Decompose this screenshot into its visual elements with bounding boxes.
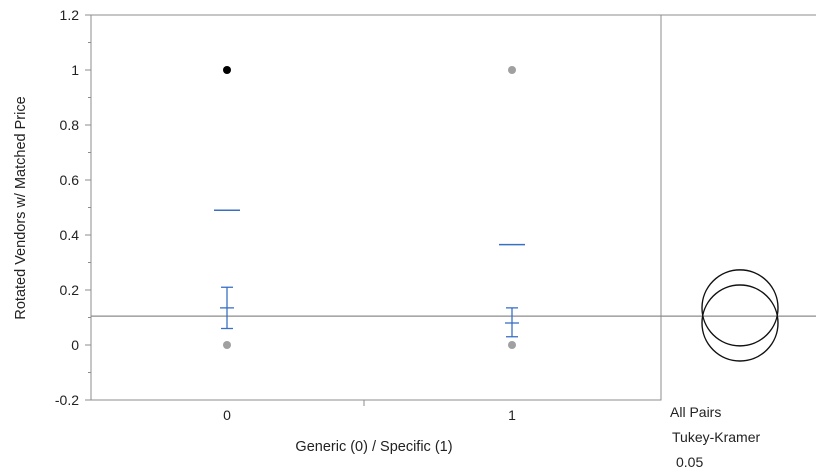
y-axis-title: Rotated Vendors w/ Matched Price xyxy=(13,96,29,319)
comparison-circle xyxy=(701,284,779,362)
y-tick-label: -0.2 xyxy=(55,392,79,408)
data-point xyxy=(223,66,231,74)
y-tick-label: 1 xyxy=(71,62,79,78)
plot-frame xyxy=(90,14,662,401)
data-point xyxy=(508,66,516,74)
y-tick-label: 0.2 xyxy=(60,282,80,298)
comparison-circle xyxy=(701,269,779,347)
data-point xyxy=(508,341,516,349)
y-tick-label: 0 xyxy=(71,337,79,353)
y-tick-label: 0.6 xyxy=(60,172,80,188)
data-point xyxy=(223,341,231,349)
chart-marks xyxy=(214,66,525,349)
x-tick-label: 1 xyxy=(508,407,516,423)
y-tick-label: 0.8 xyxy=(60,117,80,133)
compare-method-label: All Pairs xyxy=(670,404,721,420)
x-axis-title: Generic (0) / Specific (1) xyxy=(295,439,452,455)
comparison-circles xyxy=(701,269,779,362)
compare-alpha-label: 0.05 xyxy=(676,454,703,470)
y-tick-label: 1.2 xyxy=(60,7,80,23)
compare-test-label: Tukey-Kramer xyxy=(672,429,761,445)
x-tick-label: 0 xyxy=(223,407,231,423)
y-tick-label: 0.4 xyxy=(60,227,80,243)
y-axis: -0.2 0 0.2 0.4 0.6 0.8 1 1.2 xyxy=(55,7,91,408)
